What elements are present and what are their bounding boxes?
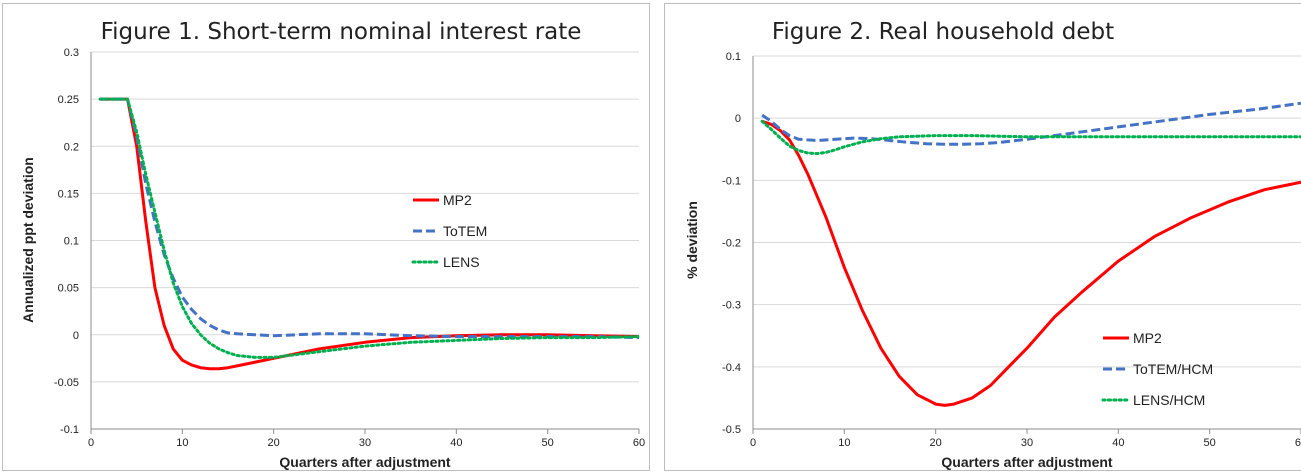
y-tick-label: -0.3 <box>722 300 741 312</box>
y-tick-label: 0.05 <box>58 283 79 295</box>
chart-title: Figure 2. Real household debt <box>772 19 1114 45</box>
y-tick-label: 0 <box>73 330 79 342</box>
legend-label-mp2: MP2 <box>1133 330 1162 346</box>
y-tick-label: -0.1 <box>60 424 79 436</box>
x-axis-label: Quarters after adjustment <box>279 454 450 470</box>
x-tick-label: 40 <box>450 437 462 449</box>
series-line-lens-hcm <box>760 119 1301 156</box>
y-tick-label: 0.3 <box>64 47 79 59</box>
x-tick-label: 10 <box>838 437 850 449</box>
y-tick-label: 0.1 <box>64 236 79 248</box>
x-tick-label: 30 <box>359 437 371 449</box>
y-tick-label: 0 <box>735 113 741 125</box>
x-tick-label: 30 <box>1021 437 1033 449</box>
x-tick-label: 50 <box>542 437 554 449</box>
legend-label-totem: ToTEM <box>443 223 487 239</box>
x-axis-label: Quarters after adjustment <box>941 454 1112 470</box>
y-tick-label: -0.4 <box>722 362 741 374</box>
y-tick-label: 0.1 <box>726 51 741 63</box>
y-axis-label: % deviation <box>684 201 700 279</box>
y-tick-label: -0.2 <box>722 238 741 250</box>
x-tick-label: 60 <box>633 437 645 449</box>
y-tick-label: -0.5 <box>722 424 741 436</box>
legend-label-lens: LENS <box>443 254 480 270</box>
y-axis-label: Annualized ppt deviation <box>20 157 36 323</box>
legend-label-lens-hcm: LENS/HCM <box>1133 392 1205 408</box>
x-tick-label: 40 <box>1112 437 1124 449</box>
series-line-mp2 <box>761 119 1301 407</box>
y-tick-label: 0.2 <box>64 141 79 153</box>
y-tick-label: 0.25 <box>58 94 79 106</box>
chart-svg-1: -0.1 -0.05 0 0.05 0.1 0.15 0.2 0.25 0.3 0 10 20 30 40… <box>20 19 645 470</box>
chart-svg-2: -0.5 -0.4 -0.3 -0.2 -0.1 0 0.1 0 10 20 30 40 50 60 Fig… <box>684 19 1301 470</box>
legend-label-mp2: MP2 <box>443 192 472 208</box>
series-line-lens <box>98 97 641 359</box>
chart-panel-2: -0.5 -0.4 -0.3 -0.2 -0.1 0 0.1 0 10 20 30 40 50 60 Fig… <box>664 3 1301 471</box>
y-tick-label: -0.05 <box>54 377 79 389</box>
x-tick-label: 20 <box>268 437 280 449</box>
chart-panel-1: -0.1 -0.05 0 0.05 0.1 0.15 0.2 0.25 0.3 0 10 20 30 40… <box>2 3 650 471</box>
x-tick-label: 10 <box>176 437 188 449</box>
x-tick-label: 20 <box>930 437 942 449</box>
series-line-totem-hcm <box>761 101 1301 146</box>
x-tick-label: 60 <box>1295 437 1301 449</box>
legend-label-totem-hcm: ToTEM/HCM <box>1133 361 1213 377</box>
y-tick-label: -0.1 <box>722 175 741 187</box>
series-line-totem <box>100 97 640 340</box>
x-tick-label: 0 <box>750 437 756 449</box>
chart-title: Figure 1. Short-term nominal interest ra… <box>101 19 582 45</box>
series-line-mp2 <box>100 97 640 371</box>
x-tick-label: 50 <box>1204 437 1216 449</box>
x-tick-label: 0 <box>88 437 94 449</box>
y-tick-label: 0.15 <box>58 188 79 200</box>
